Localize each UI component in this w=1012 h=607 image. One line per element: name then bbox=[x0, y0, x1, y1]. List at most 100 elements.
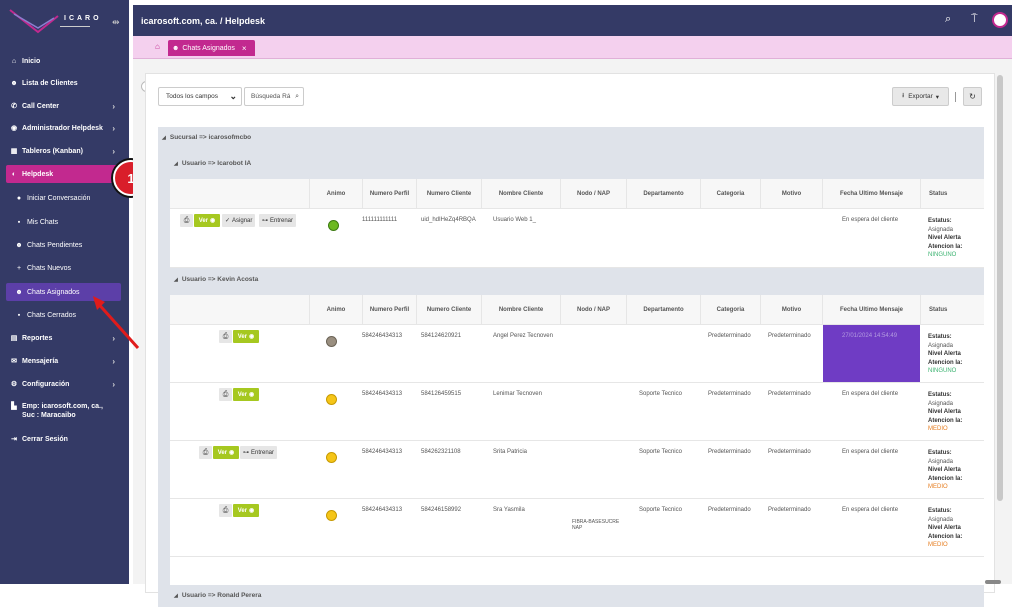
sidebar-item-label: Chats Nuevos bbox=[27, 264, 71, 272]
export-button[interactable]: ⭳ Exportar ▾ bbox=[892, 87, 949, 106]
cell-cliente: 584246158992 bbox=[421, 507, 462, 513]
chevron-right-icon: › bbox=[112, 146, 115, 156]
atencion-value: MEDIO bbox=[928, 542, 948, 548]
scrollbar[interactable] bbox=[997, 75, 1003, 501]
cell-fecha: En espera del cliente bbox=[842, 217, 899, 223]
ver-button[interactable]: Ver ◉ bbox=[213, 446, 239, 459]
sidebar-item-reportes[interactable]: ▤ Reportes › bbox=[6, 329, 123, 347]
atencion-label: Atencion Ia: bbox=[928, 417, 963, 424]
sidebar-item-helpdesk[interactable]: ◐ Helpdesk bbox=[6, 165, 123, 183]
cell-nombre: Sra Yasmila bbox=[493, 507, 525, 513]
sitemap-icon: ⊶ bbox=[262, 218, 268, 224]
building-icon: ▙ bbox=[11, 403, 17, 410]
refresh-icon: ↻ bbox=[969, 92, 976, 101]
group-row-user[interactable]: ◢ Usuario => Kevin Acosta bbox=[158, 269, 984, 290]
scroll-thumb[interactable] bbox=[985, 580, 1001, 584]
collapse-icon: ◢ bbox=[174, 276, 178, 283]
sidebar-item-cerrar-sesion[interactable]: ⇥ Cerrar Sesión bbox=[6, 430, 123, 448]
mood-neutral-icon bbox=[326, 336, 337, 347]
cell-cliente: 584126459515 bbox=[421, 391, 462, 397]
refresh-button[interactable]: ↻ bbox=[963, 87, 982, 106]
message-icon: ✉ bbox=[11, 358, 17, 365]
print-button[interactable]: ⎙ bbox=[219, 504, 232, 517]
sidebar-item-admin-helpdesk[interactable]: ◉ Administrador Helpdesk › bbox=[6, 119, 123, 137]
status-value: Asignada bbox=[928, 342, 954, 349]
entrenar-button[interactable]: ⊶ Entrenar bbox=[259, 214, 297, 227]
logo bbox=[9, 9, 59, 34]
status-value: Asignada bbox=[928, 458, 954, 465]
sidebar-item-mensajeria[interactable]: ✉ Mensajería › bbox=[6, 352, 123, 370]
group-row-sucursal[interactable]: ◢ Sucursal => icarosofmcbo bbox=[158, 127, 984, 148]
sidebar-item-label: Chats Cerrados bbox=[27, 311, 77, 319]
sidebar-item-chats-cerrados[interactable]: ▪ Chats Cerrados bbox=[6, 306, 123, 324]
sidebar-item-kanban[interactable]: ▦ Tableros (Kanban) › bbox=[6, 142, 123, 160]
table-row[interactable]: ⎙ Ver ◉ 584246434313 584246158992 Sra Yas… bbox=[170, 499, 984, 557]
field-select[interactable]: Todos los campos ⌄ bbox=[158, 87, 242, 106]
sidebar-item-mis-chats[interactable]: ▪ Mis Chats bbox=[6, 213, 123, 231]
entrenar-label: Entrenar bbox=[270, 217, 294, 224]
sidebar-item-iniciar-conversacion[interactable]: ● Iniciar Conversación bbox=[6, 189, 123, 207]
sidebar-item-chats-asignados[interactable]: ☻ Chats Asignados bbox=[6, 283, 121, 301]
chats-icon: ▪ bbox=[17, 218, 21, 226]
print-button[interactable]: ⎙ bbox=[219, 388, 232, 401]
group-row-user[interactable]: ◢ Usuario => Ronald Perera bbox=[158, 585, 984, 606]
print-button[interactable]: ⎙ bbox=[180, 214, 193, 227]
cell-perfil: 111111111111 bbox=[362, 217, 398, 223]
sidebar-item-empresa: ▙ Emp: icarosoft.com, ca., Suc : Maracaib… bbox=[6, 399, 123, 425]
column-header: Nombre Cliente bbox=[481, 179, 560, 209]
status-label: Estatus: bbox=[928, 334, 952, 340]
cell-status: Estatus: Asignada Nivel Alerta Atencion … bbox=[928, 391, 962, 434]
cell-depto: Soporte Tecnico bbox=[639, 507, 682, 513]
print-button[interactable]: ⎙ bbox=[219, 330, 232, 343]
group-label: Usuario => Icarobot IA bbox=[181, 160, 252, 167]
status-value: Asignada bbox=[928, 226, 954, 233]
mood-happy-icon bbox=[328, 220, 339, 231]
sidebar-item-chats-nuevos[interactable]: + Chats Nuevos bbox=[6, 259, 123, 277]
print-button[interactable]: ⎙ bbox=[199, 446, 212, 459]
sidebar-item-call-center[interactable]: ✆ Call Center › bbox=[6, 97, 123, 115]
collapse-icon[interactable]: ⇹ bbox=[112, 17, 120, 27]
entrenar-button[interactable]: ⊶ Entrenar bbox=[240, 446, 278, 459]
group-row-user[interactable]: ◢ Usuario => Icarobot IA bbox=[158, 153, 984, 174]
column-header: Fecha Ultimo Mensaje bbox=[822, 179, 920, 209]
tab-chats-asignados[interactable]: ☻ Chats Asignados × bbox=[168, 40, 255, 56]
sidebar-item-chats-pendientes[interactable]: ☻ Chats Pendientes bbox=[6, 236, 123, 254]
atencion-label: Atencion Ia: bbox=[928, 475, 963, 482]
asignar-label: Asignar bbox=[232, 217, 253, 224]
paint-roller-icon[interactable]: ⍑ bbox=[971, 13, 978, 25]
eye-icon: ◉ bbox=[249, 508, 255, 514]
column-header: Motivo bbox=[760, 295, 822, 325]
sidebar-item-configuracion[interactable]: ⚙ Configuración › bbox=[6, 375, 123, 393]
sidebar-item-label: Iniciar Conversación bbox=[27, 194, 91, 202]
sidebar-item-label: Mensajería bbox=[22, 357, 59, 365]
cell-motivo: Predeterminado bbox=[768, 333, 811, 339]
users-icon: ☻ bbox=[10, 79, 18, 87]
alert-label: Nivel Alerta bbox=[928, 351, 961, 357]
cell-perfil: 584246434313 bbox=[362, 333, 403, 339]
table-row[interactable]: ⎙ Ver ◉ ✓ Asignar ⊶ Entrenar 111111111111 u… bbox=[170, 209, 984, 268]
eye-icon: ◉ bbox=[249, 392, 255, 398]
sidebar-item-inicio[interactable]: ⌂ Inicio bbox=[6, 52, 123, 70]
table-row[interactable]: ⎙ Ver ◉ 584246434313 584124620921 Angel P… bbox=[170, 325, 984, 383]
ver-button[interactable]: Ver ◉ bbox=[233, 330, 259, 343]
search-icon[interactable]: ⌕ bbox=[945, 13, 952, 25]
sidebar-item-clientes[interactable]: ☻ Lista de Clientes bbox=[6, 74, 123, 92]
ver-button[interactable]: Ver ◉ bbox=[233, 504, 259, 517]
table-row[interactable]: ⎙ Ver ◉ ⊶ Entrenar 584246434313 5842623211… bbox=[170, 441, 984, 499]
table-row[interactable]: ⎙ Ver ◉ 584246434313 584126459515 Lenimar… bbox=[170, 383, 984, 441]
home-icon[interactable]: ⌂ bbox=[155, 42, 160, 51]
ver-button[interactable]: Ver ◉ bbox=[233, 388, 259, 401]
field-select-value: Todos los campos bbox=[166, 93, 219, 100]
column-header: Numero Perfil bbox=[362, 179, 416, 209]
search-input[interactable]: Búsqueda Rá ⌕ bbox=[244, 87, 304, 106]
avatar[interactable] bbox=[992, 12, 1008, 28]
collapse-icon: ◢ bbox=[174, 160, 178, 167]
asignar-button[interactable]: ✓ Asignar bbox=[222, 214, 256, 227]
column-header: Departamento bbox=[626, 179, 700, 209]
ver-button[interactable]: Ver ◉ bbox=[194, 214, 220, 227]
group-block: Animo Numero Perfil Numero Cliente Nombr… bbox=[170, 179, 984, 268]
cell-categoria: Predeterminado bbox=[708, 391, 751, 397]
headset-icon: ◉ bbox=[10, 125, 18, 132]
close-icon[interactable]: × bbox=[241, 43, 247, 53]
print-icon: ⎙ bbox=[222, 332, 229, 340]
